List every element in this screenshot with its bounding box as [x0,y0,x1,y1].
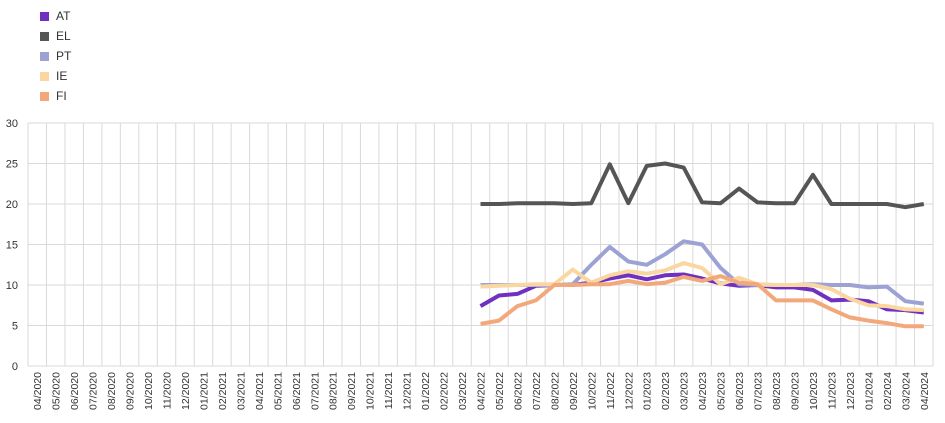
y-tick-label: 0 [12,361,18,373]
legend-swatch [40,71,49,81]
x-tick-label: 10/2022 [586,372,598,410]
x-tick-label: 12/2020 [180,372,192,410]
x-tick-label: 11/2020 [162,372,174,409]
y-tick-label: 30 [6,118,18,130]
x-tick-label: 04/2021 [254,372,266,410]
legend-swatch [40,11,49,21]
y-tick-label: 25 [6,159,18,171]
legend-label: EL [56,29,71,43]
legend-swatch [40,31,49,41]
x-tick-label: 09/2023 [789,372,801,410]
x-tick-label: 07/2021 [309,372,321,410]
x-tick-label: 02/2023 [660,372,672,410]
y-tick-label: 15 [6,240,18,252]
x-tick-label: 03/2021 [235,372,247,410]
legend-item-pt: PT [40,46,71,66]
x-tick-label: 08/2023 [771,372,783,410]
x-tick-label: 04/2024 [919,372,931,410]
x-tick-label: 12/2023 [845,372,857,410]
x-tick-label: 02/2021 [217,372,229,410]
x-tick-label: 11/2022 [605,372,617,409]
legend-item-ie: IE [40,66,71,86]
x-tick-label: 05/2022 [494,372,506,410]
x-tick-label: 04/2020 [32,372,44,410]
x-tick-label: 06/2020 [69,372,81,410]
x-tick-label: 08/2022 [549,372,561,410]
legend-label: AT [56,9,71,23]
y-tick-label: 20 [6,199,18,211]
x-tick-label: 09/2021 [346,372,358,410]
x-tick-label: 10/2020 [143,372,155,410]
x-tick-label: 06/2023 [734,372,746,410]
x-tick-label: 05/2023 [716,372,728,410]
x-tick-label: 10/2023 [808,372,820,410]
x-tick-label: 02/2022 [439,372,451,410]
x-tick-label: 09/2022 [568,372,580,410]
legend-item-el: EL [40,26,71,46]
x-tick-label: 11/2023 [826,372,838,409]
x-tick-label: 05/2021 [272,372,284,410]
series-line-fi [480,274,924,329]
x-tick-label: 01/2024 [863,372,875,410]
x-tick-label: 07/2020 [88,372,100,410]
legend-label: IE [56,69,68,83]
x-tick-label: 01/2021 [198,372,210,410]
x-tick-label: 04/2022 [476,372,488,410]
series-line-el [480,161,925,210]
x-tick-label: 03/2023 [679,372,691,410]
x-tick-label: 12/2022 [623,372,635,410]
y-tick-label: 10 [6,280,18,292]
series-line-pt [480,239,925,306]
x-axis: 04/2020 05/2020 06/2020 07/2020 08/2020 09/20… [32,372,931,410]
x-tick-label: 12/2021 [402,372,414,410]
x-tick-label: 07/2023 [753,372,765,410]
legend-item-fi: FI [40,86,71,106]
y-axis: 0 5 10 15 20 25 30 [6,118,18,373]
x-tick-label: 08/2020 [106,372,118,410]
legend: AT EL PT IE FI [40,6,71,106]
y-tick-label: 5 [12,321,18,333]
legend-item-at: AT [40,6,71,26]
x-tick-label: 09/2020 [125,372,137,410]
x-tick-label: 06/2022 [512,372,524,410]
legend-swatch [40,51,49,61]
x-tick-label: 01/2022 [420,372,432,410]
x-tick-label: 03/2024 [900,372,912,410]
legend-label: PT [56,49,72,63]
x-tick-label: 07/2022 [531,372,543,410]
x-tick-label: 11/2021 [383,372,395,409]
grid-lines [27,122,934,367]
x-tick-label: 02/2024 [882,372,894,410]
legend-swatch [40,91,49,101]
legend-label: FI [56,89,67,103]
x-tick-label: 01/2023 [642,372,654,410]
series-lines [479,161,925,329]
x-tick-label: 04/2023 [697,372,709,410]
x-tick-label: 03/2022 [457,372,469,410]
x-tick-label: 05/2020 [51,372,63,410]
x-tick-label: 10/2021 [365,372,377,410]
x-tick-label: 06/2021 [291,372,303,410]
x-tick-label: 08/2021 [328,372,340,410]
